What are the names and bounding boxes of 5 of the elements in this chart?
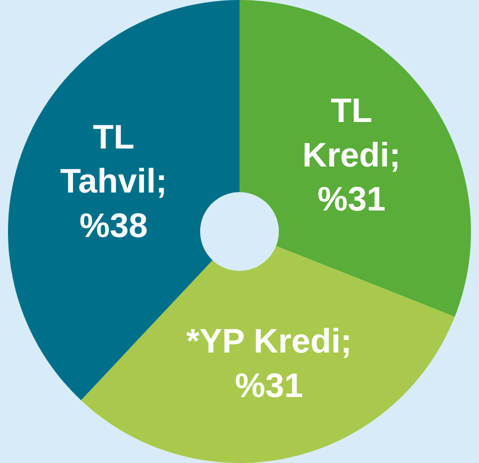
donut-slice [240,0,471,317]
slice-label: TL Kredi; %31 [302,92,401,219]
slice-label: *YP Kredi; %31 [186,322,352,405]
donut-slice [81,246,455,463]
slice-label: TL Tahvil; %38 [60,118,168,245]
